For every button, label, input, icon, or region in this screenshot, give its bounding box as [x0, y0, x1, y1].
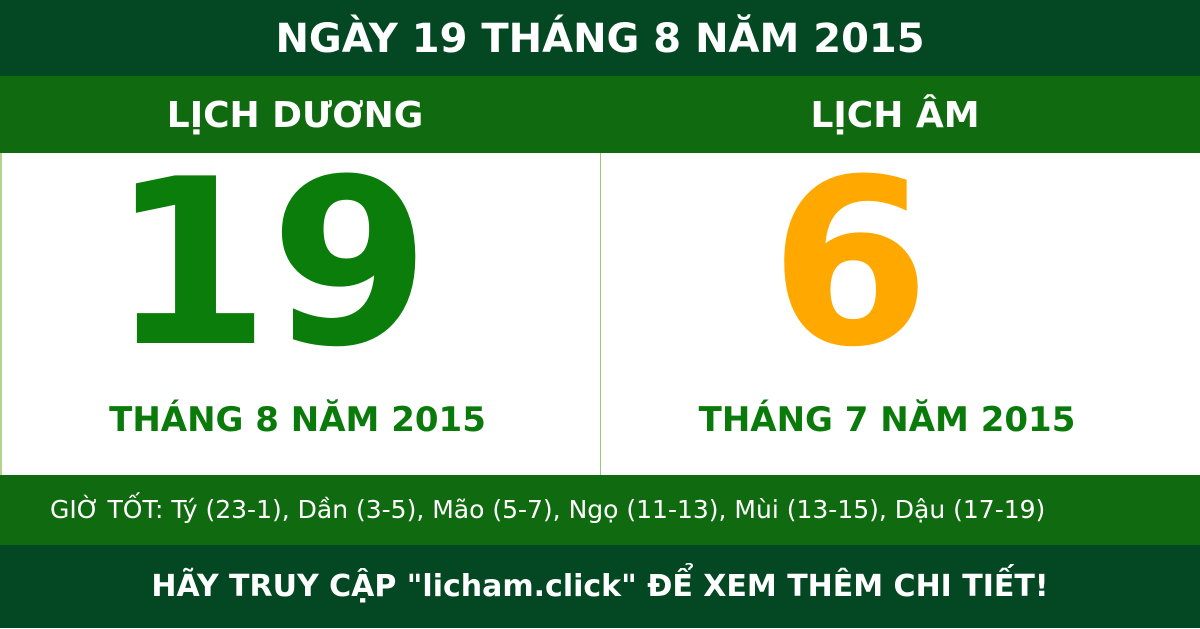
divider [600, 153, 601, 475]
solar-day: 19 [109, 131, 431, 398]
lunar-calendar-label: LỊCH ÂM [810, 95, 980, 136]
calendar-headers: LỊCH DƯƠNG LỊCH ÂM [0, 76, 1200, 153]
footer-cta: HÃY TRUY CẬP "licham.click" ĐỂ XEM THÊM … [0, 545, 1200, 628]
solar-month-year: THÁNG 8 NĂM 2015 [109, 400, 486, 440]
page-title: NGÀY 19 THÁNG 8 NĂM 2015 [0, 0, 1200, 76]
good-hours: GIỜ TỐT: Tý (23-1), Dần (3-5), Mão (5-7)… [0, 475, 1200, 545]
lunar-month-year: THÁNG 7 NĂM 2015 [698, 400, 1076, 440]
lunar-day: 6 [769, 131, 931, 398]
solar-calendar-label: LỊCH DƯƠNG [166, 95, 424, 136]
